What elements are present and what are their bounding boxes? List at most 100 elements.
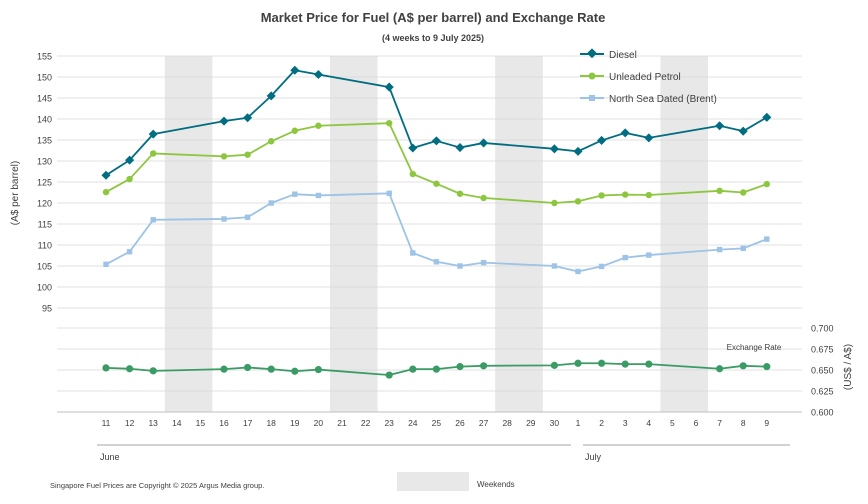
data-point-exchange-rate — [291, 367, 299, 375]
x-tick-label: 20 — [314, 418, 324, 428]
data-point-exchange-rate — [456, 363, 464, 371]
y-tick-label: 150 — [37, 73, 52, 83]
data-point-north-sea-dated-brent — [268, 200, 274, 206]
data-point-diesel — [243, 113, 253, 123]
legend-diesel-marker — [587, 48, 597, 59]
data-point-unleaded-petrol — [102, 188, 110, 196]
data-point-north-sea-dated-brent — [433, 259, 440, 265]
y-tick-label: 95 — [42, 304, 52, 314]
data-point-diesel — [431, 136, 441, 146]
data-point-diesel — [573, 146, 583, 156]
legend-diesel-label: Diesel — [609, 50, 637, 61]
data-point-unleaded-petrol — [716, 187, 723, 195]
data-point-exchange-rate — [267, 365, 275, 373]
legend-brent-marker — [589, 95, 595, 101]
data-point-unleaded-petrol — [551, 199, 558, 207]
data-point-diesel — [455, 143, 465, 153]
x-tick-label: 6 — [694, 418, 699, 428]
data-point-unleaded-petrol — [622, 191, 629, 198]
x-tick-label: 3 — [623, 418, 628, 428]
x-tick-label: 23 — [384, 418, 394, 428]
y-axis-label: (A$ per barrel) — [10, 161, 21, 225]
data-point-diesel — [125, 155, 135, 165]
data-point-unleaded-petrol — [574, 198, 582, 205]
data-point-north-sea-dated-brent — [457, 263, 463, 269]
x-tick-label: 14 — [172, 418, 182, 428]
x-tick-label: 28 — [502, 418, 512, 428]
data-point-diesel — [313, 69, 323, 80]
data-point-north-sea-dated-brent — [622, 254, 628, 261]
data-point-exchange-rate — [621, 360, 629, 368]
data-point-unleaded-petrol — [126, 175, 133, 183]
data-point-exchange-rate — [763, 363, 771, 371]
x-tick-label: 15 — [196, 418, 206, 428]
data-point-diesel — [101, 170, 111, 180]
series-group — [101, 65, 772, 379]
data-point-north-sea-dated-brent — [386, 190, 392, 197]
data-point-unleaded-petrol — [456, 190, 464, 197]
data-point-exchange-rate — [244, 363, 252, 372]
data-point-diesel — [715, 121, 725, 131]
data-point-north-sea-dated-brent — [244, 214, 251, 220]
data-point-unleaded-petrol — [433, 180, 440, 187]
data-point-exchange-rate — [149, 367, 157, 375]
x-tick-label: 5 — [670, 418, 675, 428]
data-point-exchange-rate — [716, 365, 724, 373]
data-point-diesel — [290, 65, 300, 75]
data-point-north-sea-dated-brent — [646, 252, 652, 258]
y-tick-label: 155 — [37, 52, 52, 62]
weekend-band-2 — [495, 56, 543, 412]
x-tick-label: 12 — [125, 418, 135, 428]
x-tick-label: 16 — [219, 418, 229, 428]
data-point-unleaded-petrol — [763, 180, 770, 188]
grid-lines — [57, 55, 802, 413]
data-point-unleaded-petrol — [598, 192, 605, 199]
weekend-band-1 — [330, 56, 378, 412]
x-tick-label: 18 — [266, 418, 276, 428]
data-point-diesel — [644, 133, 654, 143]
x-tick-label: 30 — [550, 418, 560, 428]
data-point-diesel — [549, 144, 559, 154]
y-tick-label: 100 — [37, 283, 52, 293]
data-point-north-sea-dated-brent — [292, 191, 298, 197]
data-point-north-sea-dated-brent — [150, 217, 156, 223]
data-point-diesel — [738, 126, 748, 136]
x-tick-label: 7 — [717, 418, 722, 428]
data-point-exchange-rate — [645, 360, 653, 368]
data-point-exchange-rate — [574, 359, 582, 367]
data-point-unleaded-petrol — [409, 170, 416, 178]
data-point-north-sea-dated-brent — [103, 261, 109, 268]
data-point-diesel — [762, 112, 772, 122]
y2-tick-label: 0.675 — [811, 345, 834, 355]
data-point-north-sea-dated-brent — [575, 268, 581, 275]
x-tick-label: 24 — [408, 418, 418, 428]
data-point-north-sea-dated-brent — [126, 249, 133, 255]
legend-petrol-label: Unleaded Petrol — [609, 72, 681, 83]
legend-petrol-marker — [588, 72, 596, 80]
data-point-unleaded-petrol — [150, 150, 157, 157]
copyright-note: Singapore Fuel Prices are Copyright © 20… — [50, 481, 264, 490]
data-point-diesel — [148, 129, 158, 139]
x-tick-label: 27 — [479, 418, 489, 428]
data-point-north-sea-dated-brent — [410, 250, 416, 256]
y-tick-label: 140 — [37, 115, 52, 125]
y-tick-label: 125 — [37, 178, 52, 188]
y-tick-label: 110 — [38, 241, 52, 251]
data-point-unleaded-petrol — [220, 153, 228, 160]
y-tick-label: 105 — [37, 262, 52, 272]
data-point-unleaded-petrol — [315, 122, 322, 129]
data-point-exchange-rate — [739, 362, 747, 370]
x-tick-label: 29 — [526, 418, 536, 428]
month-label-june: June — [100, 452, 120, 462]
data-point-north-sea-dated-brent — [764, 236, 770, 242]
data-point-diesel — [408, 143, 418, 153]
y2-tick-label: 0.650 — [811, 366, 834, 376]
data-point-north-sea-dated-brent — [740, 245, 746, 252]
data-point-north-sea-dated-brent — [480, 259, 487, 266]
x-tick-label: 19 — [290, 418, 300, 428]
weekend-bands — [164, 56, 708, 412]
data-point-unleaded-petrol — [386, 120, 393, 127]
data-point-exchange-rate — [126, 365, 134, 373]
weekends-legend-label: Weekends — [477, 480, 515, 489]
